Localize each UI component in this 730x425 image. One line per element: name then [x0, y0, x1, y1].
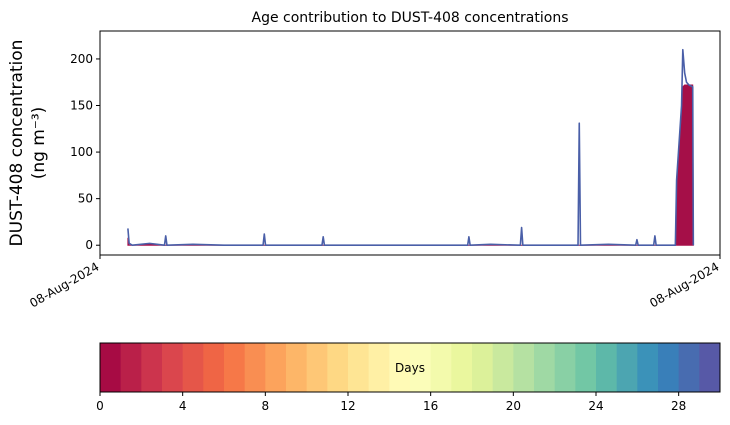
colorbar-cell: [492, 343, 514, 392]
colorbar-cell: [554, 343, 576, 392]
colorbar-tick-label: 20: [506, 399, 521, 413]
colorbar-cell: [513, 343, 535, 392]
colorbar-cell: [575, 343, 597, 392]
colorbar-cell: [224, 343, 246, 392]
colorbar-cell: [534, 343, 556, 392]
colorbar-cell: [306, 343, 328, 392]
colorbar-cell: [100, 343, 122, 392]
line: [127, 48, 695, 247]
y-tick-label: 200: [70, 52, 93, 66]
y-tick-label: 0: [85, 238, 93, 252]
colorbar-cell: [368, 343, 390, 392]
colorbar-cell: [472, 343, 494, 392]
colorbar-cell: [658, 343, 680, 392]
colorbar-cell: [141, 343, 163, 392]
colorbar-tick-label: 12: [340, 399, 355, 413]
colorbar-cell: [596, 343, 618, 392]
colorbar-tick-label: 28: [671, 399, 686, 413]
y-axis-label: DUST-408 concentration: [7, 40, 27, 247]
colorbar-cell: [203, 343, 225, 392]
y-tick-label: 150: [70, 99, 93, 113]
colorbar-cell: [637, 343, 659, 392]
area: [127, 84, 694, 246]
colorbar-tick-label: 4: [179, 399, 187, 413]
colorbar-cell: [430, 343, 452, 392]
colorbar-cell: [182, 343, 204, 392]
colorbar-cell: [389, 343, 411, 392]
colorbar-cell: [244, 343, 266, 392]
colorbar-cell: [265, 343, 287, 392]
y-axis-label: (ng m⁻³): [29, 107, 49, 180]
colorbar-tick-label: 16: [423, 399, 438, 413]
colorbar-cell: [162, 343, 184, 392]
colorbar-cell: [348, 343, 370, 392]
colorbar-cell: [699, 343, 721, 392]
colorbar-label: Days: [395, 361, 425, 375]
colorbar-cell: [120, 343, 142, 392]
colorbar-frame: [99, 342, 721, 393]
plot-frame: [99, 30, 721, 256]
chart-title: Age contribution to DUST-408 concentrati…: [252, 10, 569, 26]
colorbar-tick-label: 0: [96, 399, 104, 413]
colorbar-cell: [678, 343, 700, 392]
colorbar-cell: [327, 343, 349, 392]
colorbar-cell: [451, 343, 473, 392]
x-tick-label: 08-Aug-2024: [27, 259, 101, 310]
colorbar-tick-label: 24: [588, 399, 603, 413]
colorbar-cell: [410, 343, 432, 392]
colorbar-cell: [616, 343, 638, 392]
colorbar-tick-label: 8: [262, 399, 270, 413]
x-tick-label: 08-Aug-2024: [647, 259, 721, 310]
colorbar-cell: [286, 343, 308, 392]
y-tick-label: 100: [70, 145, 93, 159]
y-tick-label: 50: [78, 192, 93, 206]
